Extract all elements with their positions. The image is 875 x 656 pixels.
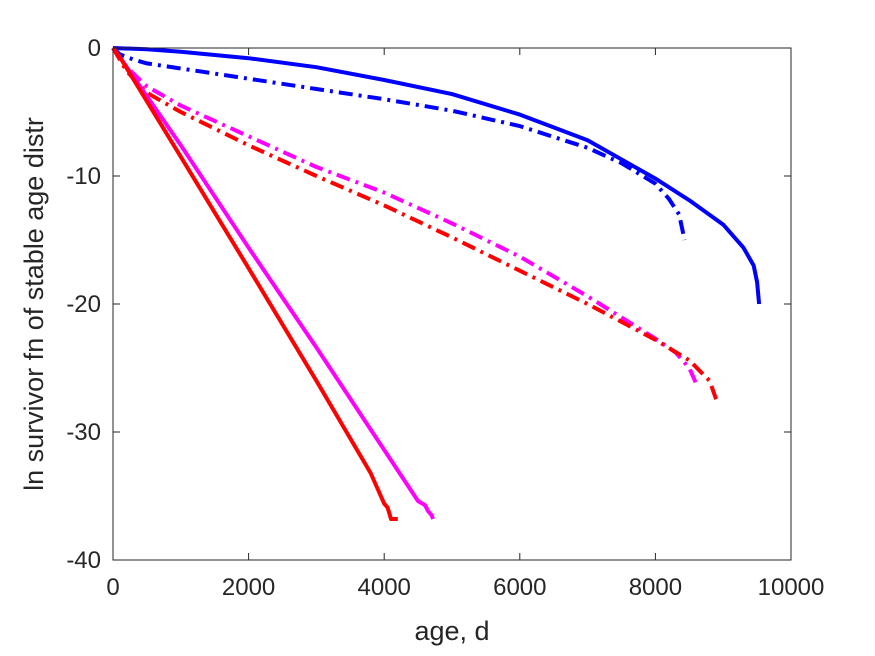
tick-layer: 0 2000 4000 6000 8000 10000 -40 -30 -20 -10 0 <box>66 35 824 601</box>
x-tick-label: 4000 <box>358 574 411 601</box>
plot-area-background <box>113 48 791 560</box>
series-line-4 <box>111 46 719 401</box>
x-tick-label: 6000 <box>493 574 546 601</box>
series-line-5 <box>111 46 435 520</box>
series-line-2 <box>111 46 687 241</box>
y-tick-label: -20 <box>66 291 101 318</box>
y-tick-label: -40 <box>66 547 101 574</box>
x-tick-label: 10000 <box>758 574 825 601</box>
y-tick-label: -30 <box>66 419 101 446</box>
x-axis-label: age, d <box>414 616 489 646</box>
x-tick-label: 2000 <box>222 574 275 601</box>
y-axis-label: ln survivor fn of stable age distr <box>19 117 49 491</box>
series-line-1 <box>112 46 762 305</box>
series-line-6 <box>111 46 398 521</box>
x-tick-label: 8000 <box>629 574 682 601</box>
y-tick-label: -10 <box>66 163 101 190</box>
x-tick-label: 0 <box>106 574 119 601</box>
y-tick-label: 0 <box>88 35 101 62</box>
series-layer <box>111 46 762 521</box>
